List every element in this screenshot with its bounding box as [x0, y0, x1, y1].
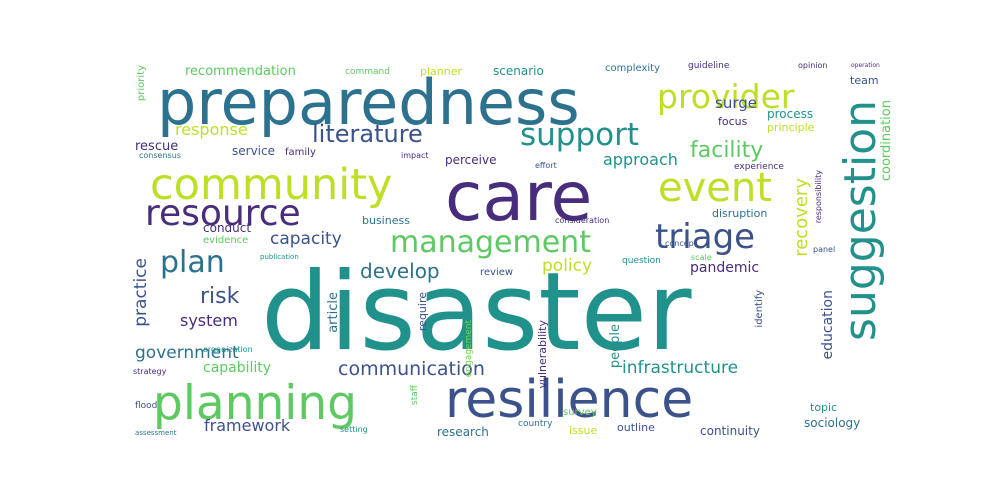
- word-vulnerability: vulnerability: [536, 320, 549, 389]
- word-disaster: disaster: [261, 250, 692, 375]
- word-rescue: rescue: [135, 139, 179, 154]
- word-scale: scale: [691, 253, 712, 262]
- word-develop: develop: [360, 259, 440, 283]
- word-experience: experience: [734, 162, 784, 172]
- word-resilience: resilience: [445, 370, 694, 430]
- word-assessment: assessment: [135, 429, 177, 437]
- word-question: question: [622, 256, 661, 266]
- word-flood: flood: [135, 401, 158, 411]
- word-issue: issue: [569, 424, 598, 437]
- word-risk: risk: [200, 284, 240, 309]
- word-capacity: capacity: [270, 229, 342, 249]
- word-recommendation: recommendation: [185, 64, 296, 79]
- word-publication: publication: [260, 253, 299, 261]
- word-perceive: perceive: [445, 153, 497, 167]
- word-research: research: [437, 425, 489, 439]
- word-consideration: consideration: [555, 216, 610, 225]
- word-priority: priority: [136, 65, 147, 102]
- word-preparedness: preparedness: [157, 66, 580, 139]
- word-service: service: [232, 144, 275, 158]
- word-coordination: coordination: [879, 100, 894, 182]
- word-outline: outline: [617, 421, 655, 434]
- word-article: article: [326, 292, 341, 333]
- word-survey: survey: [563, 407, 597, 418]
- word-surge: surge: [715, 94, 757, 112]
- word-support: support: [520, 117, 640, 153]
- word-principle: principle: [767, 121, 815, 134]
- word-team: team: [850, 74, 879, 87]
- word-response: response: [175, 120, 248, 139]
- word-pandemic: pandemic: [690, 260, 760, 276]
- word-people: people: [608, 324, 623, 369]
- word-consensus: consensus: [139, 151, 181, 160]
- word-require: require: [416, 292, 429, 332]
- word-impact: impact: [401, 151, 429, 160]
- word-panel: panel: [813, 245, 836, 254]
- word-management: management: [390, 225, 591, 260]
- word-focus: focus: [718, 115, 748, 128]
- word-planning: planning: [153, 376, 357, 431]
- word-suggestion: suggestion: [835, 100, 886, 341]
- word-cloud: disaster preparedness care community res…: [125, 60, 895, 445]
- word-engagement: engagement: [464, 320, 474, 378]
- word-recovery: recovery: [791, 178, 812, 257]
- word-planner: planner: [420, 65, 463, 78]
- word-facility: facility: [690, 138, 764, 163]
- word-conduct: conduct: [203, 221, 252, 235]
- word-effort: effort: [535, 161, 557, 170]
- word-family: family: [285, 147, 316, 158]
- word-setting: setting: [340, 425, 368, 434]
- word-disruption: disruption: [712, 207, 768, 220]
- word-command: command: [345, 67, 390, 77]
- word-guideline: guideline: [688, 61, 730, 71]
- word-care: care: [445, 158, 593, 237]
- word-plan: plan: [160, 245, 225, 280]
- word-topic: topic: [810, 401, 838, 414]
- word-policy: policy: [542, 256, 593, 276]
- word-operation: operation: [851, 62, 880, 69]
- word-opinion: opinion: [798, 61, 828, 70]
- word-identify: identify: [754, 290, 765, 328]
- word-review: review: [480, 267, 514, 278]
- word-community: community: [150, 160, 393, 210]
- word-education: education: [820, 290, 836, 360]
- word-resource: resource: [145, 193, 301, 234]
- word-event: event: [658, 165, 772, 211]
- word-approach: approach: [603, 150, 678, 169]
- word-framework: framework: [204, 416, 291, 435]
- word-communication: communication: [338, 358, 485, 380]
- word-triage: triage: [655, 217, 756, 257]
- word-responsibility: responsibility: [814, 170, 823, 224]
- word-system: system: [180, 311, 238, 330]
- word-business: business: [362, 214, 410, 227]
- word-infrastructure: infrastructure: [622, 358, 739, 378]
- word-provider: provider: [657, 77, 795, 116]
- word-literature: literature: [312, 120, 423, 148]
- word-process: process: [767, 107, 814, 121]
- word-complexity: complexity: [605, 63, 660, 74]
- word-organization: organization: [203, 345, 253, 354]
- word-staff: staff: [410, 385, 420, 405]
- word-capability: capability: [203, 360, 272, 376]
- word-government: government: [135, 343, 239, 363]
- word-concept: concept: [665, 239, 697, 248]
- word-evidence: evidence: [203, 235, 249, 246]
- word-sociology: sociology: [804, 416, 861, 430]
- word-country: country: [518, 419, 553, 429]
- word-strategy: strategy: [133, 367, 167, 376]
- word-practice: practice: [131, 258, 151, 327]
- word-scenario: scenario: [493, 64, 544, 78]
- word-continuity: continuity: [700, 424, 760, 438]
